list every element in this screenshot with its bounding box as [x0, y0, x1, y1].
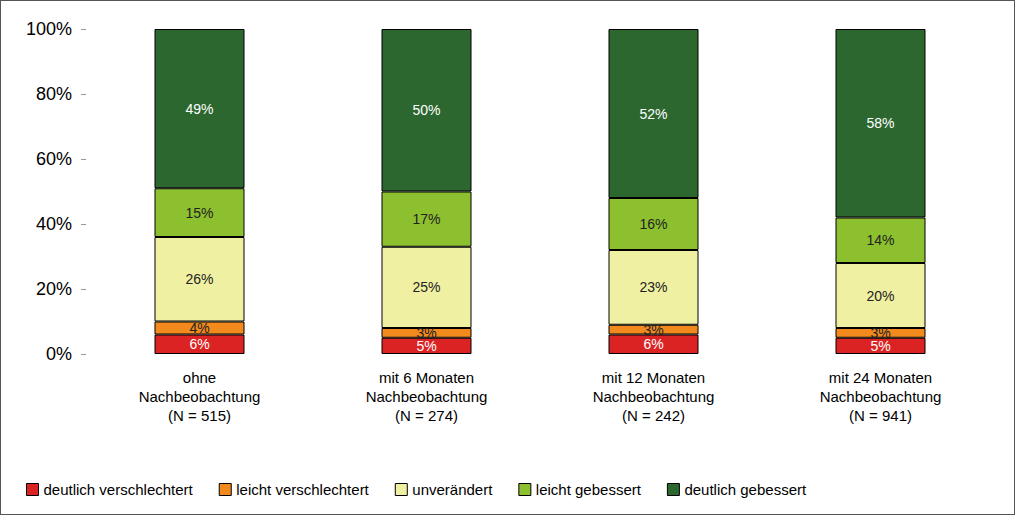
svg-text:4%: 4%: [189, 320, 209, 336]
svg-text:(N = 941): (N = 941): [849, 407, 912, 424]
svg-text:Nachbeobachtung: Nachbeobachtung: [593, 388, 715, 405]
svg-text:(N = 515): (N = 515): [168, 407, 231, 424]
svg-text:15%: 15%: [185, 205, 213, 221]
svg-text:23%: 23%: [639, 279, 667, 295]
svg-text:16%: 16%: [639, 216, 667, 232]
svg-text:14%: 14%: [866, 232, 894, 248]
svg-text:5%: 5%: [416, 337, 437, 354]
svg-text:3%: 3%: [416, 325, 436, 341]
svg-text:6%: 6%: [189, 336, 209, 352]
svg-text:58%: 58%: [866, 115, 894, 131]
svg-text:Nachbeobachtung: Nachbeobachtung: [139, 388, 261, 405]
svg-text:100%: 100%: [26, 19, 72, 39]
svg-text:40%: 40%: [36, 214, 72, 234]
svg-text:3%: 3%: [870, 325, 890, 341]
svg-text:ohne: ohne: [183, 369, 216, 386]
svg-text:80%: 80%: [36, 84, 72, 104]
svg-text:50%: 50%: [412, 102, 440, 118]
svg-text:Nachbeobachtung: Nachbeobachtung: [820, 388, 942, 405]
svg-text:(N = 242): (N = 242): [622, 407, 685, 424]
svg-text:mit 12 Monaten: mit 12 Monaten: [602, 369, 705, 386]
svg-text:leicht gebessert: leicht gebessert: [536, 481, 642, 498]
svg-text:unverändert: unverändert: [412, 481, 493, 498]
svg-text:mit 24 Monaten: mit 24 Monaten: [829, 369, 932, 386]
svg-text:17%: 17%: [412, 211, 440, 227]
svg-text:mit 6 Monaten: mit 6 Monaten: [379, 369, 474, 386]
svg-text:3%: 3%: [643, 322, 663, 338]
svg-text:20%: 20%: [36, 279, 72, 299]
svg-text:60%: 60%: [36, 149, 72, 169]
svg-text:leicht verschlechtert: leicht verschlechtert: [236, 481, 369, 498]
svg-text:Nachbeobachtung: Nachbeobachtung: [366, 388, 488, 405]
svg-text:0%: 0%: [46, 344, 72, 364]
svg-text:49%: 49%: [185, 101, 213, 117]
svg-text:(N = 274): (N = 274): [395, 407, 458, 424]
svg-text:6%: 6%: [643, 336, 663, 352]
svg-text:deutlich verschlechtert: deutlich verschlechtert: [44, 481, 194, 498]
svg-text:5%: 5%: [870, 337, 891, 354]
svg-text:26%: 26%: [185, 271, 213, 287]
svg-text:20%: 20%: [866, 288, 894, 304]
svg-text:deutlich gebessert: deutlich gebessert: [684, 481, 807, 498]
svg-text:52%: 52%: [639, 106, 667, 122]
svg-text:25%: 25%: [412, 279, 440, 295]
